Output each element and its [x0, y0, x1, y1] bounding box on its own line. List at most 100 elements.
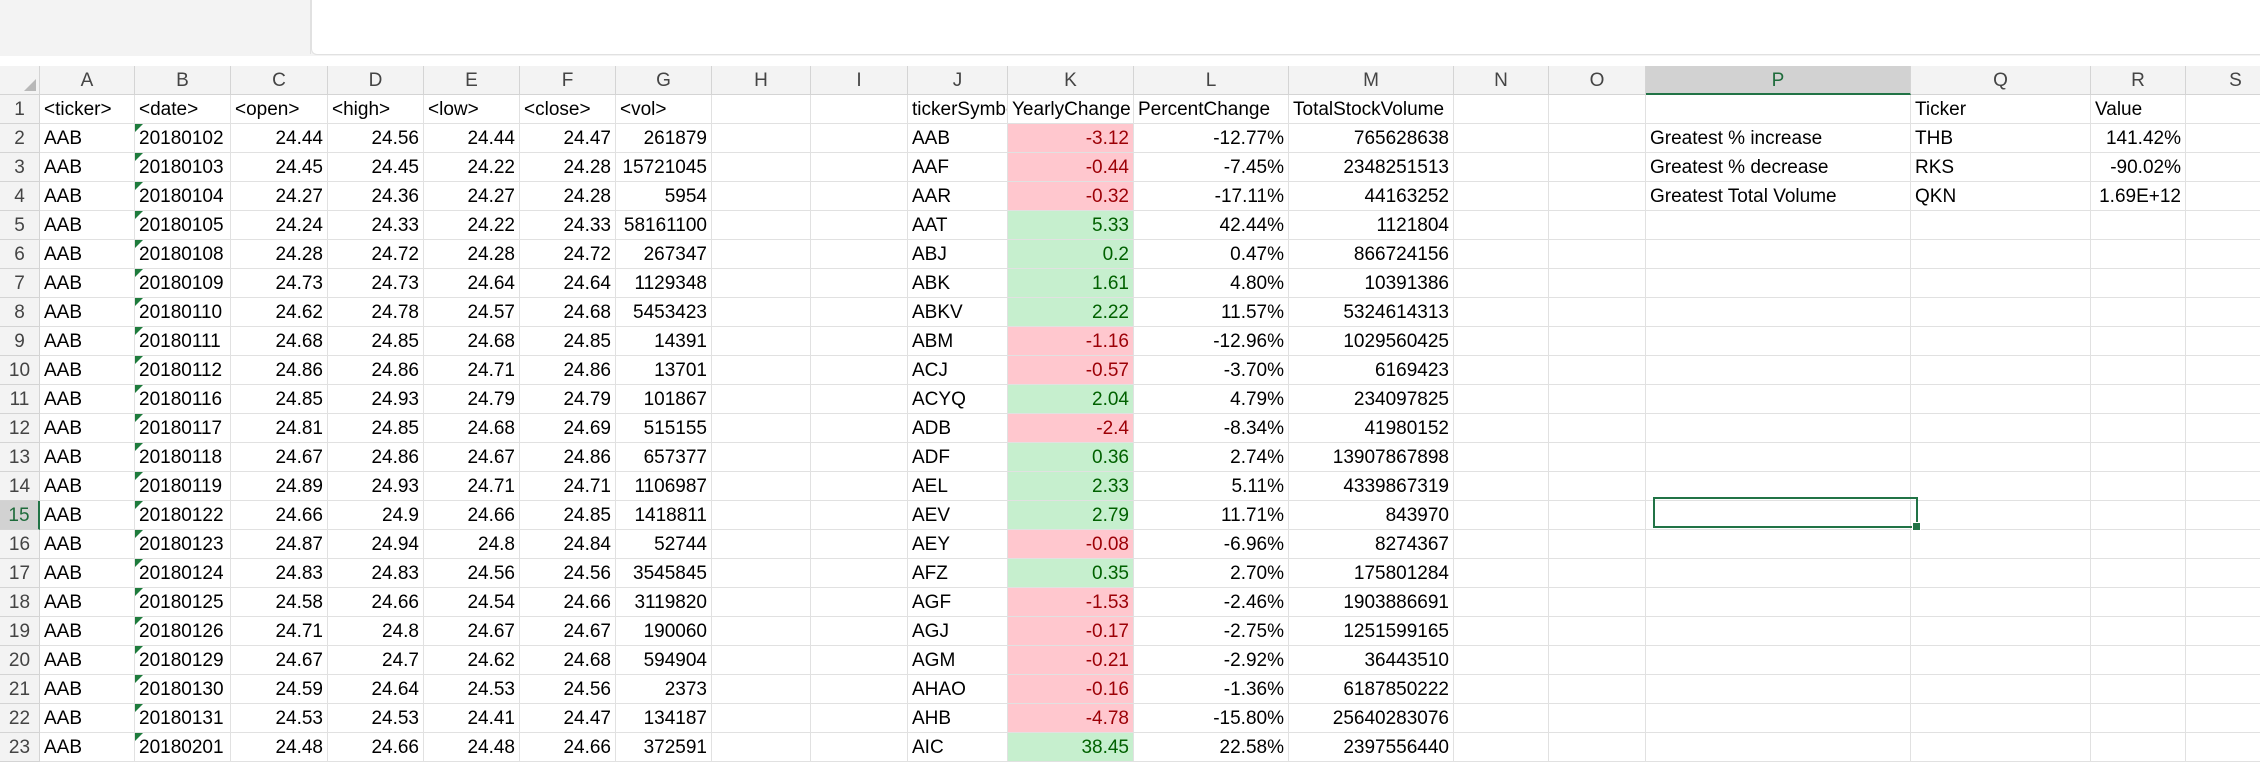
- cell-e20[interactable]: 24.62: [424, 646, 520, 675]
- cell-m9[interactable]: 1029560425: [1289, 327, 1454, 356]
- cell-k11[interactable]: 2.04: [1008, 385, 1134, 414]
- cell-c18[interactable]: 24.58: [231, 588, 328, 617]
- cell-g17[interactable]: 3545845: [616, 559, 712, 588]
- cell-f13[interactable]: 24.86: [520, 443, 616, 472]
- cell-m12[interactable]: 41980152: [1289, 414, 1454, 443]
- cell-r15[interactable]: [2091, 501, 2186, 530]
- cell-j1[interactable]: tickerSymbol: [908, 95, 1008, 124]
- cell-g21[interactable]: 2373: [616, 675, 712, 704]
- cell-b20[interactable]: 20180129: [135, 646, 231, 675]
- cell-a20[interactable]: AAB: [40, 646, 135, 675]
- cell-n23[interactable]: [1454, 733, 1549, 762]
- row-header-23[interactable]: 23: [0, 733, 40, 762]
- cell-h4[interactable]: [712, 182, 811, 211]
- cell-q9[interactable]: [1911, 327, 2091, 356]
- row-header-17[interactable]: 17: [0, 559, 40, 588]
- column-header-m[interactable]: M: [1289, 66, 1454, 95]
- row-header-10[interactable]: 10: [0, 356, 40, 385]
- cell-f9[interactable]: 24.85: [520, 327, 616, 356]
- cell-p17[interactable]: [1646, 559, 1911, 588]
- cell-r11[interactable]: [2091, 385, 2186, 414]
- cell-h20[interactable]: [712, 646, 811, 675]
- cell-j10[interactable]: ACJ: [908, 356, 1008, 385]
- row-header-2[interactable]: 2: [0, 124, 40, 153]
- cell-c15[interactable]: 24.66: [231, 501, 328, 530]
- cell-g2[interactable]: 261879: [616, 124, 712, 153]
- cell-j20[interactable]: AGM: [908, 646, 1008, 675]
- cell-a11[interactable]: AAB: [40, 385, 135, 414]
- cell-m16[interactable]: 8274367: [1289, 530, 1454, 559]
- row-header-12[interactable]: 12: [0, 414, 40, 443]
- cell-r17[interactable]: [2091, 559, 2186, 588]
- cell-k21[interactable]: -0.16: [1008, 675, 1134, 704]
- cell-d15[interactable]: 24.9: [328, 501, 424, 530]
- cell-h7[interactable]: [712, 269, 811, 298]
- cell-c8[interactable]: 24.62: [231, 298, 328, 327]
- cell-p18[interactable]: [1646, 588, 1911, 617]
- cell-i17[interactable]: [811, 559, 908, 588]
- cell-s11[interactable]: [2186, 385, 2260, 414]
- cell-f7[interactable]: 24.64: [520, 269, 616, 298]
- cell-j6[interactable]: ABJ: [908, 240, 1008, 269]
- cell-a1[interactable]: <ticker>: [40, 95, 135, 124]
- cell-r21[interactable]: [2091, 675, 2186, 704]
- cell-q5[interactable]: [1911, 211, 2091, 240]
- column-header-c[interactable]: C: [231, 66, 328, 95]
- row-header-4[interactable]: 4: [0, 182, 40, 211]
- cell-n17[interactable]: [1454, 559, 1549, 588]
- cell-p13[interactable]: [1646, 443, 1911, 472]
- cell-f6[interactable]: 24.72: [520, 240, 616, 269]
- cell-b11[interactable]: 20180116: [135, 385, 231, 414]
- cell-p7[interactable]: [1646, 269, 1911, 298]
- cell-f11[interactable]: 24.79: [520, 385, 616, 414]
- cell-s3[interactable]: [2186, 153, 2260, 182]
- cell-n8[interactable]: [1454, 298, 1549, 327]
- row-header-7[interactable]: 7: [0, 269, 40, 298]
- cell-j7[interactable]: ABK: [908, 269, 1008, 298]
- cell-o22[interactable]: [1549, 704, 1646, 733]
- cell-s5[interactable]: [2186, 211, 2260, 240]
- cell-a9[interactable]: AAB: [40, 327, 135, 356]
- cell-b7[interactable]: 20180109: [135, 269, 231, 298]
- column-header-n[interactable]: N: [1454, 66, 1549, 95]
- cell-r8[interactable]: [2091, 298, 2186, 327]
- cell-e6[interactable]: 24.28: [424, 240, 520, 269]
- cell-p10[interactable]: [1646, 356, 1911, 385]
- cell-c13[interactable]: 24.67: [231, 443, 328, 472]
- cell-k6[interactable]: 0.2: [1008, 240, 1134, 269]
- cell-d22[interactable]: 24.53: [328, 704, 424, 733]
- cell-q14[interactable]: [1911, 472, 2091, 501]
- cell-p12[interactable]: [1646, 414, 1911, 443]
- cell-r7[interactable]: [2091, 269, 2186, 298]
- cell-q21[interactable]: [1911, 675, 2091, 704]
- cell-o11[interactable]: [1549, 385, 1646, 414]
- cell-o13[interactable]: [1549, 443, 1646, 472]
- cell-b19[interactable]: 20180126: [135, 617, 231, 646]
- cell-s12[interactable]: [2186, 414, 2260, 443]
- cell-c1[interactable]: <open>: [231, 95, 328, 124]
- cell-g14[interactable]: 1106987: [616, 472, 712, 501]
- column-header-r[interactable]: R: [2091, 66, 2186, 95]
- cell-a12[interactable]: AAB: [40, 414, 135, 443]
- cell-n18[interactable]: [1454, 588, 1549, 617]
- cell-i23[interactable]: [811, 733, 908, 762]
- cell-o6[interactable]: [1549, 240, 1646, 269]
- cell-c14[interactable]: 24.89: [231, 472, 328, 501]
- cell-l2[interactable]: -12.77%: [1134, 124, 1289, 153]
- cell-g12[interactable]: 515155: [616, 414, 712, 443]
- formula-input[interactable]: [311, 0, 2260, 55]
- cell-o15[interactable]: [1549, 501, 1646, 530]
- cell-g7[interactable]: 1129348: [616, 269, 712, 298]
- cell-e8[interactable]: 24.57: [424, 298, 520, 327]
- cell-l20[interactable]: -2.92%: [1134, 646, 1289, 675]
- cell-d8[interactable]: 24.78: [328, 298, 424, 327]
- cell-i12[interactable]: [811, 414, 908, 443]
- cell-k18[interactable]: -1.53: [1008, 588, 1134, 617]
- cell-c22[interactable]: 24.53: [231, 704, 328, 733]
- name-box[interactable]: [0, 0, 311, 54]
- cell-n5[interactable]: [1454, 211, 1549, 240]
- cell-l8[interactable]: 11.57%: [1134, 298, 1289, 327]
- row-header-9[interactable]: 9: [0, 327, 40, 356]
- cell-i1[interactable]: [811, 95, 908, 124]
- cell-i21[interactable]: [811, 675, 908, 704]
